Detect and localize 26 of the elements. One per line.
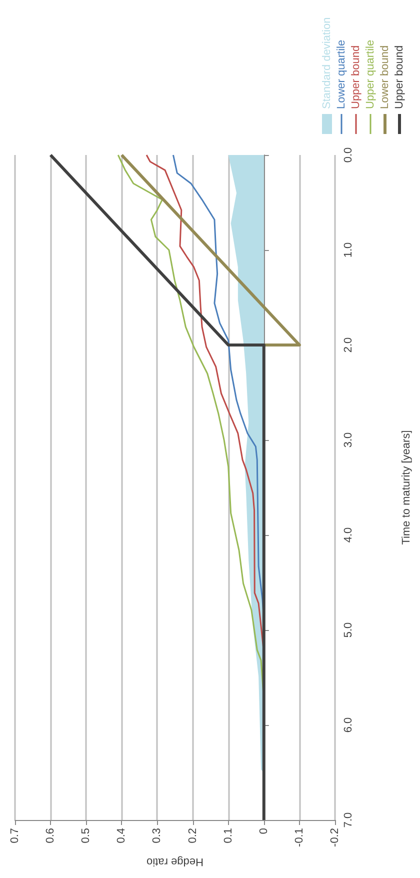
- x-tick-label: -0.1: [293, 828, 306, 847]
- y-axis-title: Time to maturity [years]: [400, 430, 412, 545]
- text: Lower bound: [379, 45, 391, 109]
- text: Upper bound: [350, 45, 362, 109]
- text: Standard deviation: [321, 17, 333, 109]
- x-axis-title: Hedge ratio: [146, 856, 204, 868]
- y-tick-label: 2.0: [342, 337, 354, 353]
- x-tick-label: -0.2: [329, 828, 341, 847]
- y-tick-label: 5.0: [342, 622, 354, 638]
- x-tick-label: 0.7: [9, 828, 21, 844]
- x-tick-label: 0: [258, 828, 270, 834]
- y-tick-label: 6.0: [342, 717, 354, 733]
- text: Upper bound: [394, 45, 406, 109]
- x-tick-label: 0.1: [222, 828, 234, 844]
- x-tick-label: 0.3: [151, 828, 164, 844]
- y-tick-label: 7.0: [342, 812, 354, 828]
- x-tick-label: 0.4: [116, 828, 128, 844]
- y-tick-label: 1.0: [342, 242, 354, 258]
- x-tick-label: 0.6: [44, 828, 57, 844]
- text: Upper quartile: [364, 40, 376, 109]
- x-tick-label: 0.2: [186, 828, 199, 844]
- y-tick-label: 4.0: [342, 527, 354, 543]
- y-tick-label: 0.0: [342, 147, 354, 163]
- x-tick-label: 0.5: [80, 828, 92, 844]
- y-tick-label: 3.0: [342, 432, 354, 448]
- text: Lower quartile: [336, 40, 348, 109]
